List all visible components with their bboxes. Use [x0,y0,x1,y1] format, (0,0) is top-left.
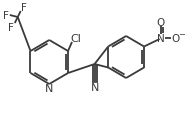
Text: O: O [157,18,165,28]
Text: Cl: Cl [70,34,81,44]
Text: N: N [45,83,53,93]
Text: N: N [157,34,164,44]
Text: −: − [178,30,185,39]
Text: F: F [21,3,27,13]
Text: N: N [90,82,99,92]
Text: F: F [3,11,9,21]
Text: F: F [8,23,14,33]
Text: O: O [171,34,179,44]
